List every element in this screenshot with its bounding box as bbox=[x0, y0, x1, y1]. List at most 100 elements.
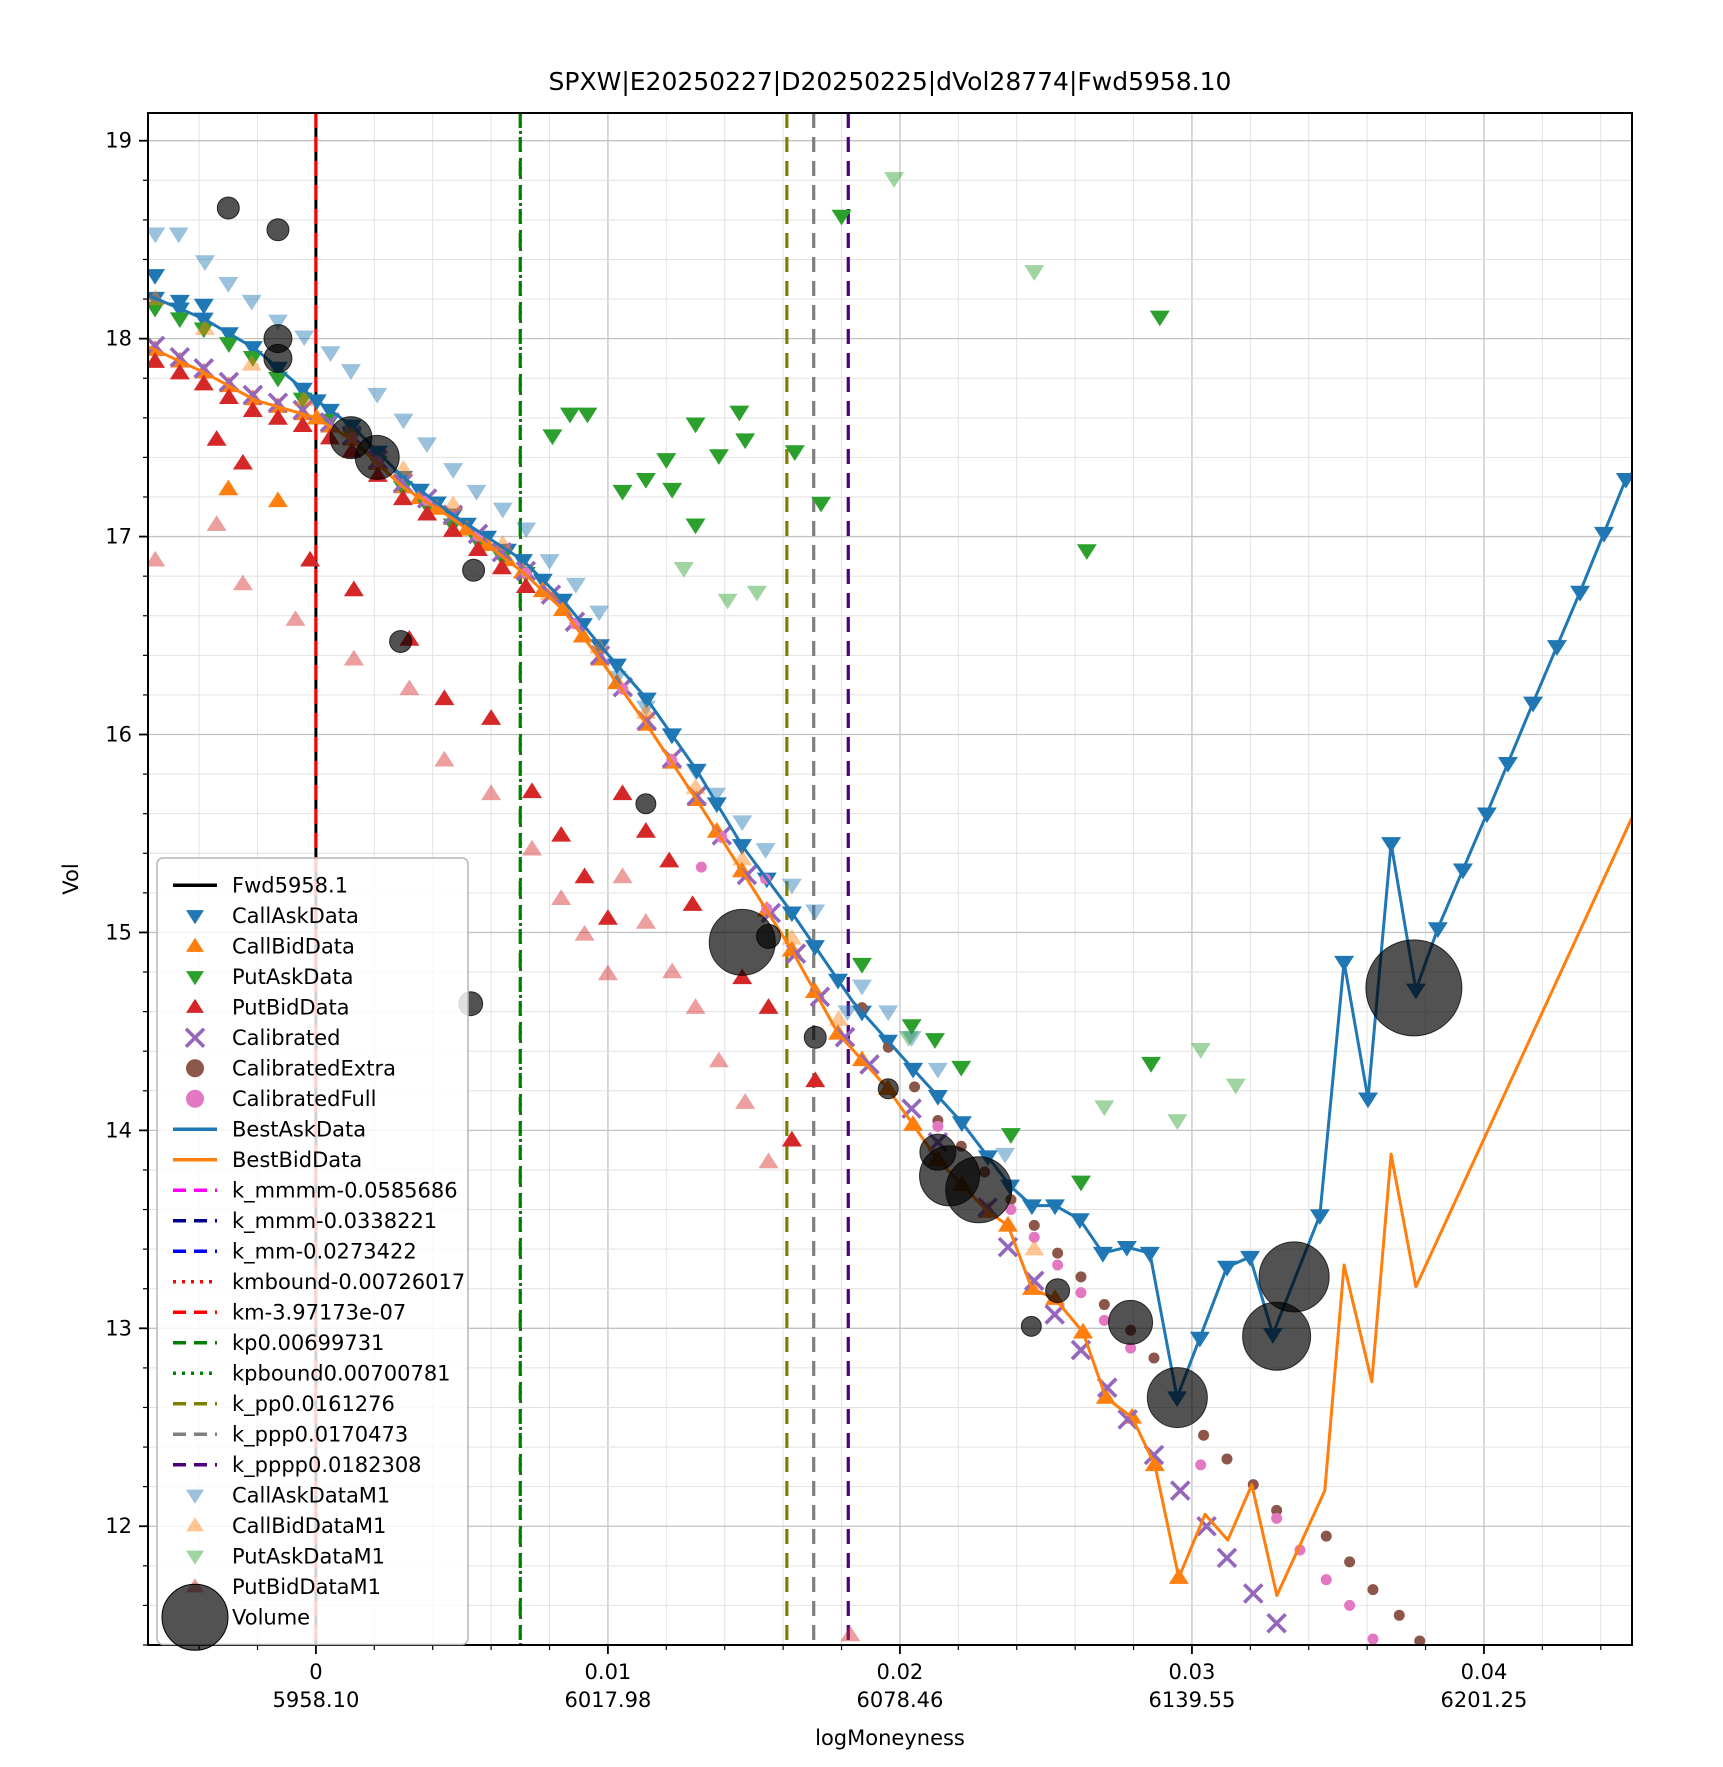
marker-tri-down bbox=[729, 405, 750, 422]
marker-tri-up bbox=[300, 550, 321, 567]
legend-item-CalibratedExtra: CalibratedExtra bbox=[186, 1056, 396, 1080]
marker-tri-down bbox=[927, 1062, 948, 1079]
legend-label: BestBidData bbox=[232, 1148, 362, 1172]
marker-tri-up bbox=[659, 851, 680, 868]
marker-tri-down bbox=[746, 585, 767, 602]
legend-label: CallAskData bbox=[232, 904, 359, 928]
plot-frame bbox=[147, 112, 1633, 1646]
legend-item-km-3.97173e-07: km-3.97173e-07 bbox=[173, 1300, 406, 1324]
marker-tri-up bbox=[285, 610, 306, 626]
marker-tri-down bbox=[884, 172, 905, 188]
legend-item-PutAskData: PutAskData bbox=[186, 965, 353, 989]
marker-tri-up bbox=[521, 782, 542, 799]
legend-label: k_pp0.0161276 bbox=[232, 1392, 395, 1417]
marker-tri-up bbox=[491, 558, 512, 575]
marker-tri-up bbox=[186, 937, 204, 952]
legend-label: kpbound0.00700781 bbox=[232, 1361, 451, 1385]
marker-tri-up bbox=[194, 319, 215, 335]
marker-x bbox=[540, 584, 562, 605]
marker-dot bbox=[1125, 1342, 1137, 1354]
marker-tri-down bbox=[1024, 265, 1045, 281]
x-tick-label: 0.01 bbox=[585, 1660, 632, 1684]
legend-label: PutAskDataM1 bbox=[232, 1544, 385, 1568]
marker-tri-down bbox=[781, 878, 802, 895]
x-tick-sublabel: 6139.55 bbox=[1149, 1688, 1236, 1712]
marker-x bbox=[1242, 1583, 1264, 1604]
marker-tri-up bbox=[218, 388, 239, 404]
marker-dot bbox=[1028, 1219, 1040, 1231]
x-axis-label: logMoneyness bbox=[815, 1726, 965, 1750]
x-tick-sublabel: 6201.25 bbox=[1441, 1688, 1528, 1712]
marker-dot bbox=[1271, 1512, 1283, 1524]
y-tick-label: 16 bbox=[105, 723, 132, 747]
volume-bubble bbox=[1020, 1315, 1042, 1337]
marker-tri-down bbox=[811, 496, 832, 513]
legend: Fwd5958.1 CallAskData CallBidData PutAskDat… bbox=[156, 857, 469, 1651]
y-tick-label: 19 bbox=[105, 129, 132, 153]
marker-tri-down bbox=[148, 269, 166, 285]
marker-tri-down bbox=[662, 482, 683, 499]
legend-label: CallBidDataM1 bbox=[232, 1514, 386, 1538]
marker-tri-down bbox=[589, 605, 610, 622]
marker-x bbox=[1196, 1515, 1217, 1537]
marker-tri-up bbox=[242, 401, 263, 417]
legend-item-k_mm-0.0273422: k_mm-0.0273422 bbox=[173, 1239, 417, 1264]
marker-dot bbox=[186, 1089, 204, 1108]
marker-tri-up bbox=[481, 709, 502, 725]
marker-tri-down bbox=[367, 387, 388, 404]
marker-tri-down bbox=[898, 1031, 919, 1047]
marker-tri-down bbox=[168, 227, 189, 244]
marker-x bbox=[1266, 1612, 1287, 1634]
x-tick-label: 0.02 bbox=[877, 1660, 924, 1684]
marker-tri-down bbox=[851, 957, 872, 974]
volume-bubble bbox=[1045, 1278, 1071, 1304]
volume-bubble bbox=[1242, 1301, 1312, 1371]
marker-dot bbox=[1195, 1459, 1207, 1471]
marker-tri-down bbox=[443, 463, 464, 479]
legend-label: kmbound-0.00726017 bbox=[232, 1270, 465, 1294]
marker-tri-down bbox=[320, 346, 341, 362]
marker-tri-up bbox=[682, 895, 703, 911]
legend-label: k_ppp0.0170473 bbox=[232, 1422, 408, 1447]
marker-tri-up bbox=[186, 998, 204, 1013]
x-tick-label: 0.04 bbox=[1461, 1660, 1508, 1684]
legend-volume-swatch bbox=[161, 1583, 229, 1651]
marker-tri-up bbox=[218, 479, 239, 496]
marker-tri-down bbox=[542, 429, 563, 446]
marker-tri-down bbox=[901, 1031, 922, 1047]
legend-label: BestAskData bbox=[232, 1117, 366, 1141]
marker-tri-down bbox=[878, 1005, 899, 1022]
series-CalibratedExtra bbox=[856, 1002, 1426, 1645]
marker-tri-up bbox=[732, 968, 753, 985]
marker-tri-up bbox=[481, 784, 502, 801]
marker-tri-down bbox=[516, 522, 537, 539]
legend-item-kp0.00699731: kp0.00699731 bbox=[173, 1331, 384, 1355]
marker-dot bbox=[1148, 1352, 1160, 1364]
marker-tri-up bbox=[169, 363, 190, 380]
marker-tri-down bbox=[837, 1005, 858, 1022]
marker-dot bbox=[1344, 1599, 1356, 1611]
legend-label: PutBidData bbox=[232, 995, 350, 1019]
volume-bubble bbox=[1146, 1367, 1208, 1429]
marker-tri-up bbox=[758, 998, 779, 1014]
marker-tri-up bbox=[574, 924, 595, 941]
volume-bubble bbox=[354, 434, 400, 480]
marker-tri-down bbox=[784, 445, 805, 461]
marker-tri-up bbox=[232, 574, 253, 591]
marker-tri-down bbox=[1116, 1240, 1137, 1257]
legend-item-Fwd5958.1: Fwd5958.1 bbox=[173, 873, 348, 897]
volume-bubble bbox=[1258, 1241, 1330, 1313]
marker-tri-up bbox=[521, 839, 542, 856]
legend-label: Calibrated bbox=[232, 1026, 341, 1050]
volume-bubble bbox=[216, 196, 240, 220]
volume-bubble bbox=[266, 218, 290, 242]
marker-tri-up bbox=[840, 1625, 861, 1642]
legend-item-k_mmm-0.0338221: k_mmm-0.0338221 bbox=[173, 1209, 437, 1234]
marker-tri-down bbox=[1358, 1092, 1379, 1109]
marker-tri-up bbox=[392, 489, 413, 506]
marker-tri-up bbox=[467, 540, 488, 556]
volume-bubble bbox=[756, 923, 782, 949]
marker-tri-up bbox=[597, 909, 618, 925]
marker-dot bbox=[1367, 1584, 1379, 1596]
marker-tri-down bbox=[995, 1147, 1016, 1164]
